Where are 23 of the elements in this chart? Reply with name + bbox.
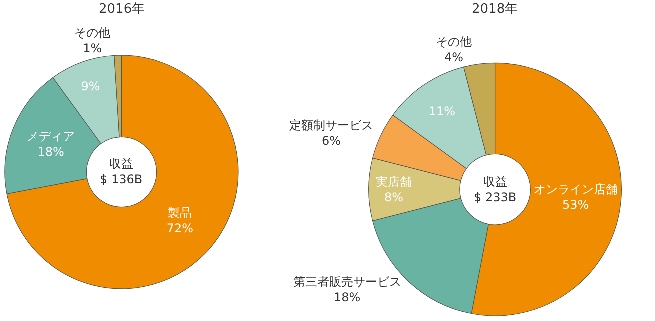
data-label: 9% bbox=[81, 79, 100, 94]
donut-slice bbox=[6, 55, 239, 290]
slice-label: その他 bbox=[74, 26, 111, 40]
data-label: 11% bbox=[428, 104, 456, 119]
chart-title: 2016年 bbox=[99, 2, 146, 17]
data-label: 1% bbox=[83, 42, 102, 56]
slice-label: 実店舗 bbox=[376, 174, 412, 189]
slice-label: 製品 bbox=[168, 206, 192, 220]
data-label: 6% bbox=[322, 134, 342, 148]
slice-label: オンライン店舗 bbox=[534, 182, 618, 196]
chart-title: 2018年 bbox=[472, 2, 518, 17]
data-label: 18% bbox=[38, 145, 64, 160]
data-label: 18% bbox=[334, 290, 361, 304]
slice-label: 定額制サービス bbox=[290, 118, 374, 132]
data-label: 4% bbox=[444, 50, 464, 64]
slice-label: メディア bbox=[27, 129, 76, 144]
data-label: 72% bbox=[166, 221, 194, 236]
slice-label: その他 bbox=[436, 34, 472, 49]
slice-label: 第三者販売サービス bbox=[293, 274, 402, 289]
text: 収益 $ 233B bbox=[474, 175, 517, 205]
text: 収益 $ 136B bbox=[100, 157, 143, 187]
data-label: 53% bbox=[562, 198, 590, 212]
data-label: 8% bbox=[384, 190, 404, 204]
